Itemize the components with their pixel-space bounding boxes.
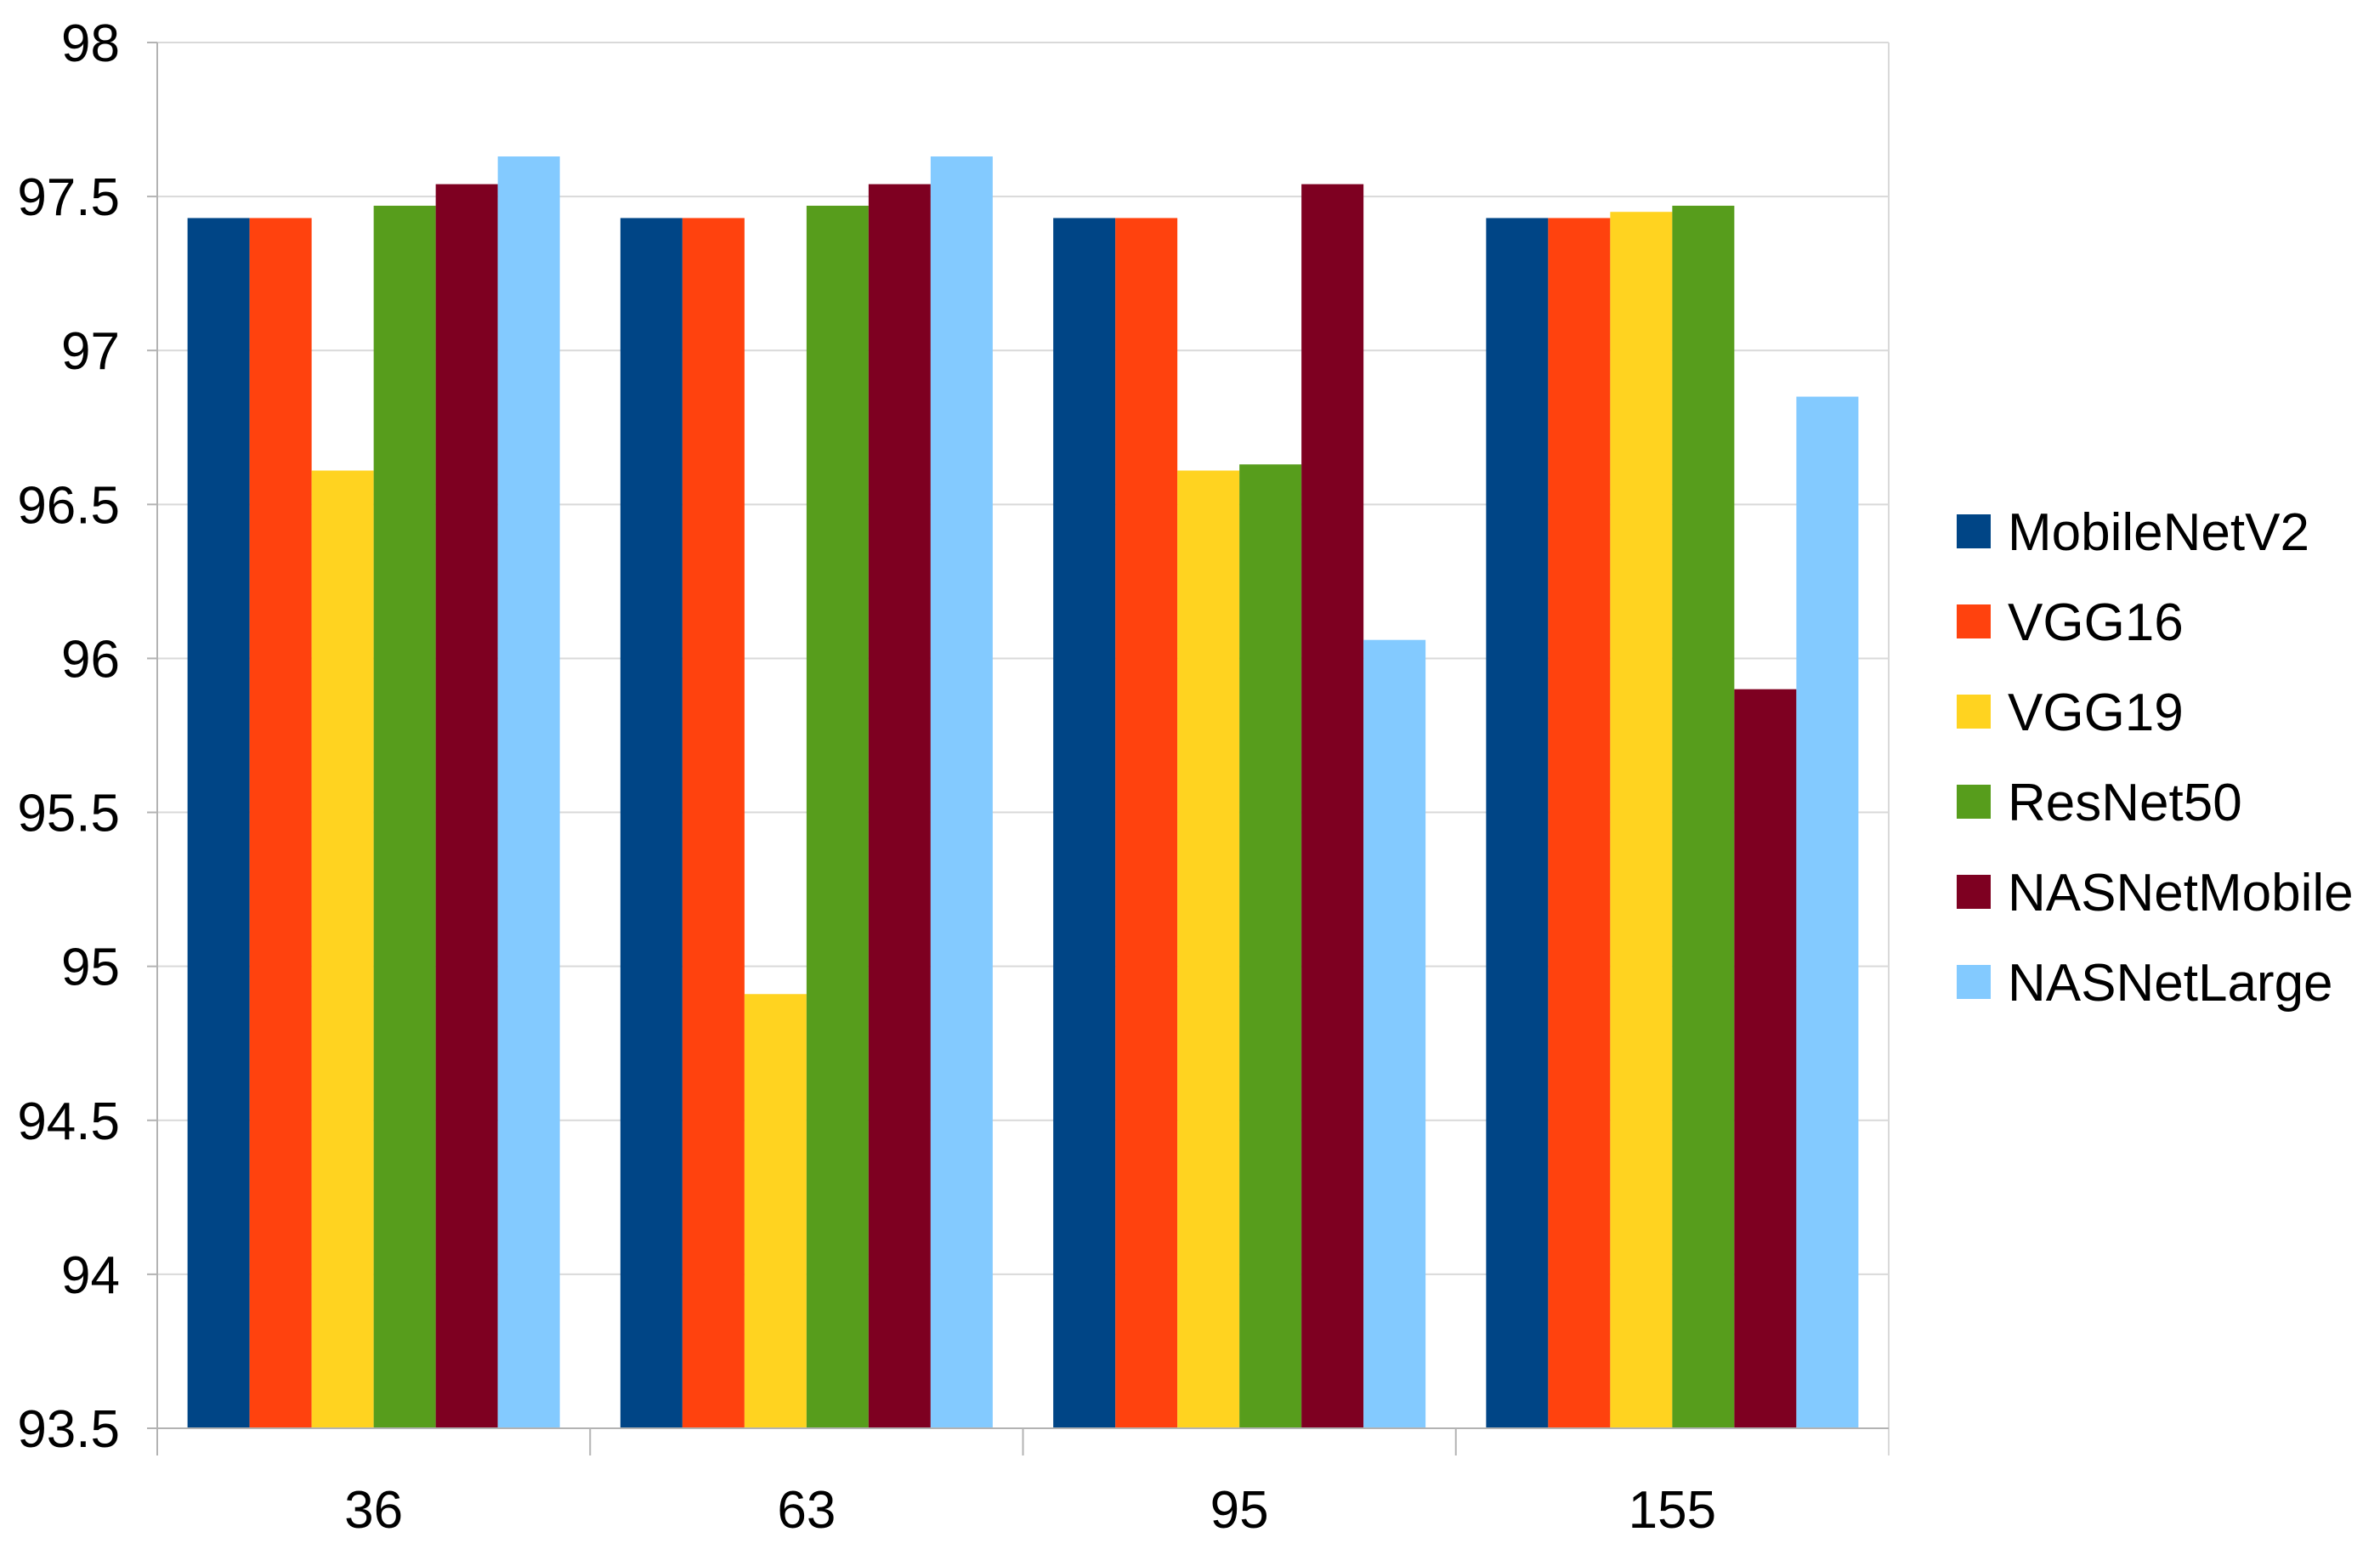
- bar-resnet50-95: [1239, 464, 1302, 1429]
- y-tick-label: 96.5: [17, 476, 120, 535]
- bar-vgg16-95: [1115, 218, 1178, 1428]
- y-tick-label: 94: [61, 1246, 120, 1305]
- legend-swatch-resnet50: [1957, 785, 1991, 819]
- bar-nasnetlarge-95: [1363, 639, 1426, 1428]
- bar-mobilenetv2-63: [620, 218, 683, 1428]
- bar-mobilenetv2-155: [1486, 218, 1549, 1428]
- y-tick-label: 96: [61, 630, 120, 689]
- legend-swatch-vgg19: [1957, 695, 1991, 729]
- legend-label-resnet50: ResNet50: [2008, 774, 2242, 832]
- y-tick-label: 97: [61, 322, 120, 381]
- y-tick-label: 94.5: [17, 1092, 120, 1151]
- bar-vgg16-155: [1548, 218, 1611, 1428]
- legend-label-mobilenetv2: MobileNetV2: [2008, 503, 2309, 562]
- bar-vgg19-36: [311, 470, 374, 1428]
- bar-nasnetmobile-63: [868, 184, 931, 1429]
- bar-resnet50-36: [373, 205, 436, 1428]
- bar-nasnetlarge-155: [1796, 396, 1859, 1428]
- bar-nasnetlarge-63: [930, 156, 993, 1428]
- legend-label-nasnetlarge: NASNetLarge: [2008, 954, 2333, 1013]
- bar-resnet50-155: [1672, 205, 1735, 1428]
- x-tick-label: 155: [1629, 1481, 1716, 1540]
- x-tick-label: 95: [1210, 1481, 1269, 1540]
- bar-vgg16-63: [682, 218, 745, 1428]
- bar-vgg16-36: [249, 218, 312, 1428]
- y-tick-label: 97.5: [17, 168, 120, 227]
- bar-nasnetlarge-36: [497, 156, 560, 1428]
- bar-mobilenetv2-95: [1053, 218, 1116, 1428]
- bar-mobilenetv2-36: [187, 218, 250, 1428]
- bar-vgg19-155: [1610, 212, 1673, 1429]
- legend-swatch-nasnetmobile: [1957, 875, 1991, 909]
- y-tick-label: 93.5: [17, 1400, 120, 1459]
- bar-nasnetmobile-36: [435, 184, 498, 1429]
- bar-vgg19-63: [744, 994, 807, 1428]
- bar-vgg19-95: [1177, 470, 1240, 1428]
- legend-label-vgg16: VGG16: [2008, 593, 2184, 652]
- y-tick-label: 95: [61, 939, 120, 997]
- tick-labels: 93.5 94 94.5 95 95.5 96 96.5 97 97.5 98 36 63 95 155: [17, 14, 1716, 1540]
- axes: [147, 42, 1890, 1455]
- bar-nasnetmobile-95: [1301, 184, 1364, 1429]
- bar-nasnetmobile-155: [1734, 689, 1797, 1428]
- y-tick-label: 95.5: [17, 785, 120, 843]
- y-tick-label: 98: [61, 14, 120, 73]
- legend-swatch-nasnetlarge: [1957, 965, 1991, 999]
- bars: [187, 156, 1859, 1429]
- x-tick-label: 63: [777, 1481, 836, 1540]
- legend-swatch-vgg16: [1957, 604, 1991, 638]
- legend-label-nasnetmobile: NASNetMobile: [2008, 864, 2354, 922]
- x-tick-label: 36: [344, 1481, 403, 1540]
- bar-resnet50-63: [806, 205, 869, 1428]
- legend: MobileNetV2 VGG16 VGG19 ResNet50 NASNetMobil…: [1957, 503, 2354, 1013]
- legend-swatch-mobilenetv2: [1957, 514, 1991, 548]
- legend-label-vgg19: VGG19: [2008, 684, 2184, 742]
